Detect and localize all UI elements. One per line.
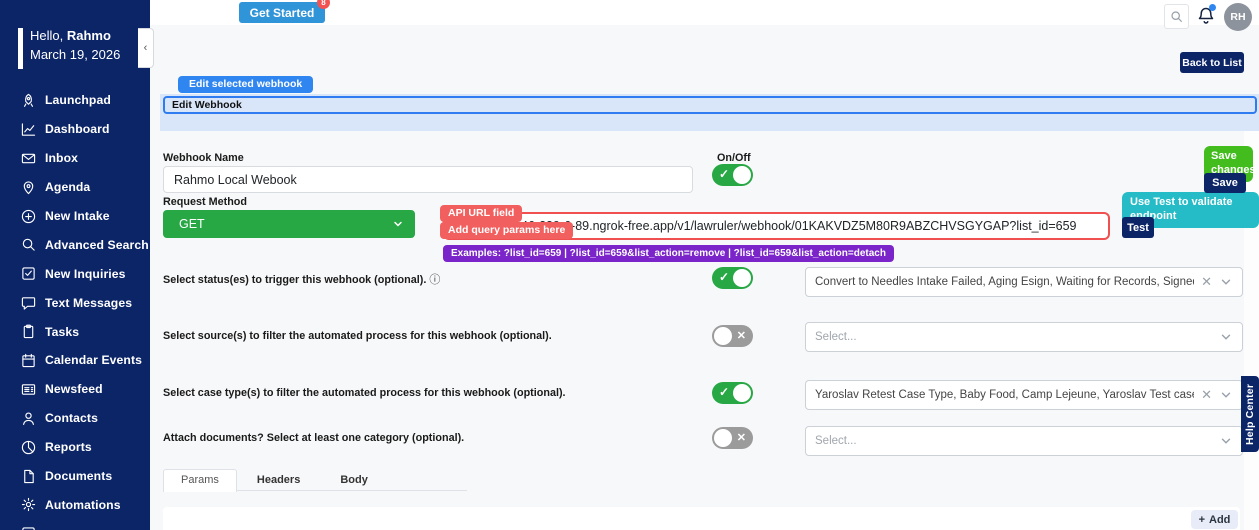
sidebar-item-documents[interactable]: Documents bbox=[0, 462, 150, 491]
newspaper-icon bbox=[21, 384, 36, 395]
sources-toggle[interactable] bbox=[712, 325, 753, 347]
map-pin-icon bbox=[23, 180, 34, 194]
webhook-name-label: Webhook Name bbox=[163, 152, 244, 164]
bell-unread-dot bbox=[1209, 4, 1216, 11]
sidebar-item-advanced-search[interactable]: Advanced Search bbox=[0, 230, 150, 259]
chevron-down-icon[interactable] bbox=[1219, 434, 1233, 448]
gear-icon bbox=[21, 498, 36, 512]
api-url-tooltip-line2: Add query params here bbox=[440, 222, 574, 239]
pie-chart-icon bbox=[21, 440, 36, 454]
chevron-down-icon[interactable] bbox=[1219, 275, 1233, 289]
request-method-label: Request Method bbox=[163, 196, 247, 208]
case-types-multiselect[interactable]: Yaroslav Retest Case Type, Baby Food, Ca… bbox=[805, 380, 1243, 410]
attach-documents-label: Attach documents? Select at least one ca… bbox=[163, 432, 465, 444]
onoff-toggle[interactable] bbox=[712, 164, 753, 186]
document-categories-select[interactable]: Select... bbox=[805, 426, 1243, 456]
chevron-down-icon bbox=[394, 221, 402, 227]
tab-body[interactable]: Body bbox=[340, 474, 368, 486]
search-icon bbox=[22, 239, 35, 252]
test-button[interactable]: Test bbox=[1122, 217, 1154, 238]
params-panel bbox=[163, 507, 1240, 530]
top-header bbox=[150, 0, 1259, 25]
attach-documents-toggle[interactable] bbox=[712, 427, 753, 449]
calendar-icon bbox=[22, 353, 35, 368]
add-param-button[interactable]: + Add bbox=[1191, 510, 1238, 529]
sidebar-item-agenda[interactable]: Agenda bbox=[0, 173, 150, 202]
save-button[interactable]: Save bbox=[1204, 173, 1246, 193]
page-title-banner: Edit Webhook bbox=[160, 94, 1259, 131]
get-started-button[interactable]: Get Started 8 bbox=[239, 0, 330, 23]
greeting-hello: Hello, bbox=[30, 28, 64, 43]
page-title-box: Edit Webhook bbox=[163, 96, 1257, 114]
check-square-icon bbox=[22, 267, 35, 280]
global-search-button[interactable] bbox=[1164, 4, 1189, 29]
sidebar-item-calendar-events[interactable]: Calendar Events bbox=[0, 346, 150, 375]
chevron-down-icon[interactable] bbox=[1219, 388, 1233, 402]
greeting-date: March 19, 2026 bbox=[30, 46, 121, 62]
sidebar-item-tasks[interactable]: Tasks bbox=[0, 317, 150, 346]
request-tabs: Params Headers Body bbox=[163, 469, 388, 492]
chevron-left-icon: ‹ bbox=[143, 42, 148, 54]
sidebar-item-new-inquiries[interactable]: New Inquiries bbox=[0, 259, 150, 288]
sidebar-item-partial[interactable] bbox=[0, 519, 150, 530]
sidebar-item-automations[interactable]: Automations bbox=[0, 490, 150, 519]
rocket-icon bbox=[24, 93, 33, 107]
chevron-down-icon[interactable] bbox=[1219, 330, 1233, 344]
tab-bar-divider bbox=[163, 490, 467, 491]
sidebar-item-text-messages[interactable]: Text Messages bbox=[0, 288, 150, 317]
partial-icon bbox=[22, 527, 35, 530]
search-icon bbox=[1171, 11, 1182, 22]
request-method-select[interactable]: GET bbox=[163, 210, 415, 238]
sidebar-item-inbox[interactable]: Inbox bbox=[0, 144, 150, 173]
greeting-accent-bar bbox=[18, 28, 23, 69]
notification-count-badge: 8 bbox=[317, 0, 330, 9]
sidebar: Hello, Rahmo March 19, 2026 Launchpad Da… bbox=[0, 0, 150, 530]
sidebar-item-launchpad[interactable]: Launchpad bbox=[0, 86, 150, 115]
statuses-toggle[interactable] bbox=[712, 267, 753, 289]
statuses-multiselect[interactable]: Convert to Needles Intake Failed, Aging … bbox=[805, 267, 1243, 297]
clear-icon[interactable]: ✕ bbox=[1201, 387, 1212, 402]
tab-headers[interactable]: Headers bbox=[256, 474, 301, 486]
edit-webhook-tooltip: Edit selected webhook bbox=[178, 76, 314, 93]
avatar[interactable]: RH bbox=[1224, 3, 1252, 31]
sidebar-item-reports[interactable]: Reports bbox=[0, 433, 150, 462]
tab-params[interactable]: Params bbox=[163, 469, 237, 492]
clipboard-icon bbox=[23, 324, 34, 339]
chart-icon bbox=[21, 123, 36, 136]
plus-icon: + bbox=[1198, 513, 1206, 526]
onoff-label: On/Off bbox=[717, 152, 751, 164]
sources-multiselect[interactable]: Select... bbox=[805, 322, 1243, 352]
envelope-icon bbox=[21, 153, 36, 163]
sidebar-item-newsfeed[interactable]: Newsfeed bbox=[0, 375, 150, 404]
case-types-toggle[interactable] bbox=[712, 382, 753, 404]
document-icon bbox=[24, 469, 34, 483]
url-examples-badge: Examples: ?list_id=659 | ?list_id=659&li… bbox=[443, 245, 894, 262]
right-edge-strip bbox=[1244, 131, 1259, 530]
page-title: Edit Webhook bbox=[172, 99, 242, 111]
sidebar-item-new-intake[interactable]: New Intake bbox=[0, 202, 150, 231]
sources-label: Select source(s) to filter the automated… bbox=[163, 330, 552, 342]
case-types-label: Select case type(s) to filter the automa… bbox=[163, 387, 566, 399]
sidebar-nav: Launchpad Dashboard Inbox Agenda New Int… bbox=[0, 86, 150, 530]
greeting-username: Rahmo bbox=[66, 28, 111, 43]
person-icon bbox=[23, 412, 34, 425]
help-center-tab[interactable]: Help Center bbox=[1241, 376, 1259, 452]
chat-bubble-icon bbox=[21, 297, 36, 310]
sidebar-item-dashboard[interactable]: Dashboard bbox=[0, 115, 150, 144]
plus-circle-icon bbox=[21, 209, 36, 223]
notifications-bell-button[interactable] bbox=[1196, 5, 1216, 27]
api-url-tooltip-line1: API URL field bbox=[440, 205, 523, 222]
statuses-label: Select status(es) to trigger this webhoo… bbox=[163, 274, 441, 286]
sidebar-collapse-button[interactable]: ‹ bbox=[138, 28, 154, 68]
clear-icon[interactable]: ✕ bbox=[1201, 274, 1212, 289]
back-to-list-button[interactable]: Back to List bbox=[1180, 52, 1244, 73]
webhook-name-input[interactable] bbox=[163, 166, 693, 193]
sidebar-item-contacts[interactable]: Contacts bbox=[0, 404, 150, 433]
bell-icon bbox=[1198, 7, 1214, 24]
greeting: Hello, Rahmo March 19, 2026 bbox=[30, 27, 120, 65]
info-icon[interactable]: ⓘ bbox=[429, 274, 441, 286]
